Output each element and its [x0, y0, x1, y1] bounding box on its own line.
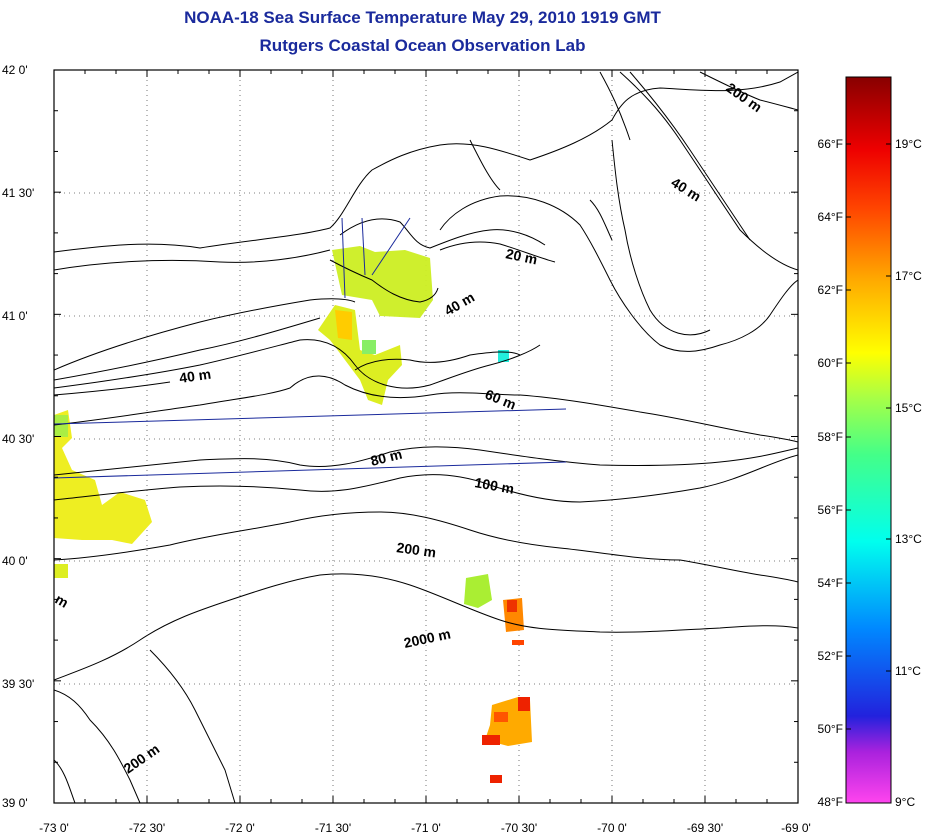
contour-label-200m: 200 m: [121, 741, 163, 777]
map-subtitle: Rutgers Coastal Ocean Observation Lab: [259, 36, 586, 55]
lon-tick-label: -72 0': [225, 821, 255, 835]
lat-tick-label: 41 30': [2, 186, 34, 200]
lon-tick-label: -69 0': [781, 821, 811, 835]
contour-label-80m: 80 m: [369, 446, 404, 469]
colorbar-f-label: 54°F: [818, 576, 843, 590]
lat-tick-label: 40 0': [2, 554, 28, 568]
contour-label-200m: 200 m: [723, 79, 765, 115]
lat-tick-label: 39 30': [2, 677, 34, 691]
contour-labels: 20 m 40 m 40 m 40 m 60 m 80 m 100 m 200 …: [53, 79, 765, 776]
colorbar-f-label: 48°F: [818, 795, 843, 809]
contour-label-m: m: [53, 591, 72, 611]
colorbar-f-label: 56°F: [818, 503, 843, 517]
colorbar-f-label: 62°F: [818, 283, 843, 297]
lat-tick-label: 40 30': [2, 432, 34, 446]
lon-tick-label: -69 30': [687, 821, 723, 835]
lon-tick-label: -70 30': [501, 821, 537, 835]
colorbar-f-label: 50°F: [818, 722, 843, 736]
contour-lines: [54, 71, 798, 803]
lat-tick-label: 42 0': [2, 63, 28, 77]
transect-lines: [53, 217, 567, 479]
lon-labels: -73 0' -72 30' -72 0' -71 30' -71 0' -70…: [39, 821, 811, 835]
graticule: [54, 70, 798, 803]
lon-tick-label: -73 0': [39, 821, 69, 835]
colorbar-ticks: [846, 143, 891, 730]
sst-pixels: [54, 246, 532, 783]
contour-label-20m: 20 m: [504, 245, 539, 267]
contour-label-100m: 100 m: [473, 474, 515, 497]
contour-label-2000m: 2000 m: [402, 625, 452, 651]
colorbar-c-label: 13°C: [895, 532, 922, 546]
colorbar: 66°F 64°F 62°F 60°F 58°F 56°F 54°F 52°F …: [818, 76, 922, 809]
map-title: NOAA-18 Sea Surface Temperature May 29, …: [184, 8, 661, 27]
lat-tick-label: 41 0': [2, 309, 28, 323]
lat-labels: 42 0' 41 30' 41 0' 40 30' 40 0' 39 30' 3…: [2, 63, 34, 810]
colorbar-f-label: 66°F: [818, 137, 843, 151]
contour-label-40m: 40 m: [668, 174, 704, 204]
lon-tick-label: -71 30': [315, 821, 351, 835]
tick-marks: [53, 69, 799, 804]
colorbar-c-label: 11°C: [895, 664, 921, 678]
colorbar-c-label: 17°C: [895, 269, 922, 283]
colorbar-gradient: [845, 76, 892, 804]
lat-tick-label: 39 0': [2, 796, 28, 810]
colorbar-c-label: 9°C: [895, 795, 915, 809]
colorbar-c-label: 15°C: [895, 401, 922, 415]
colorbar-c-label: 19°C: [895, 137, 922, 151]
colorbar-f-label: 52°F: [818, 649, 843, 663]
colorbar-f-label: 60°F: [818, 356, 843, 370]
contour-label-60m: 60 m: [483, 386, 519, 413]
contour-label-40m: 40 m: [442, 289, 478, 319]
lon-tick-label: -70 0': [597, 821, 627, 835]
contour-label-200m: 200 m: [396, 539, 438, 560]
colorbar-f-label: 64°F: [818, 210, 843, 224]
colorbar-f-label: 58°F: [818, 430, 843, 444]
contour-label-40m: 40 m: [178, 366, 212, 386]
lon-tick-label: -71 0': [411, 821, 441, 835]
lon-tick-label: -72 30': [129, 821, 165, 835]
